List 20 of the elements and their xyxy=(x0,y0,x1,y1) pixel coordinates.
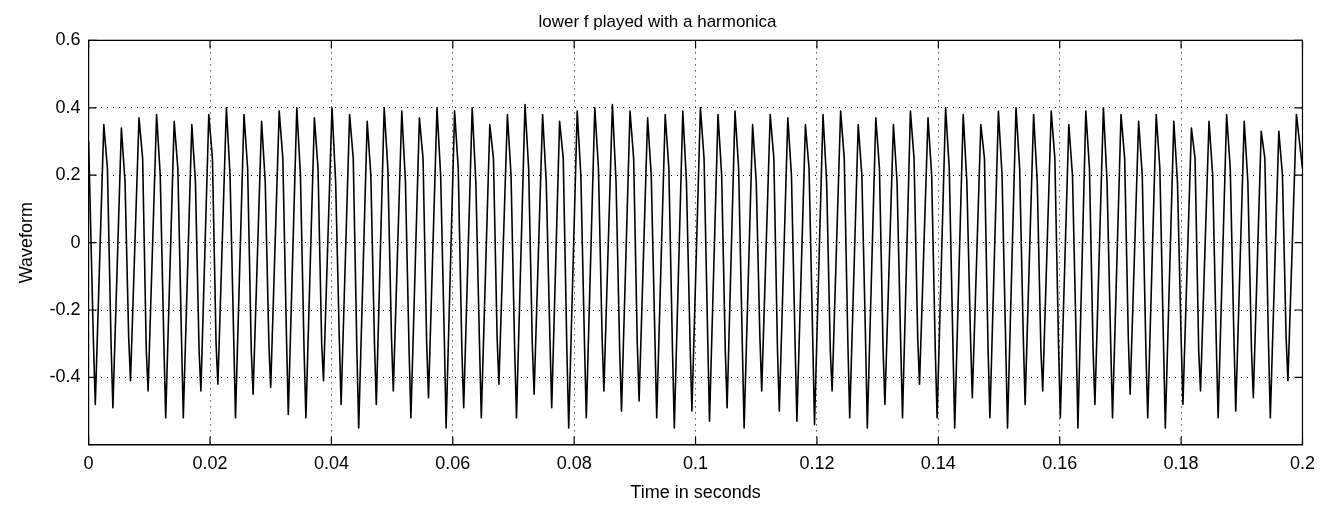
y-tick-label: 0.6 xyxy=(55,29,81,50)
x-axis-title: Time in seconds xyxy=(630,482,761,503)
y-axis-title: Waveform xyxy=(15,201,36,284)
chart-title: lower f played with a harmonica xyxy=(538,11,778,31)
x-tick-label: 0.1 xyxy=(683,452,709,473)
x-tick-label: 0.02 xyxy=(192,452,228,473)
x-tick-label: 0.08 xyxy=(556,452,592,473)
x-tick-label: 0.14 xyxy=(920,452,956,473)
x-tick-label: 0.12 xyxy=(799,452,835,473)
y-tick-label: 0 xyxy=(70,231,81,252)
x-tick-label: 0.18 xyxy=(1163,452,1199,473)
x-tick-label: 0.16 xyxy=(1042,452,1078,473)
y-tick-label: -0.2 xyxy=(49,298,81,319)
x-tick-label: 0.04 xyxy=(313,452,349,473)
y-tick-label: -0.4 xyxy=(49,366,81,387)
x-tick-label: 0.06 xyxy=(435,452,471,473)
y-tick-label: 0.4 xyxy=(55,96,81,117)
y-tick-label: 0.2 xyxy=(55,164,81,185)
x-tick-label: 0 xyxy=(83,452,94,473)
x-tick-label: 0.2 xyxy=(1289,452,1315,473)
